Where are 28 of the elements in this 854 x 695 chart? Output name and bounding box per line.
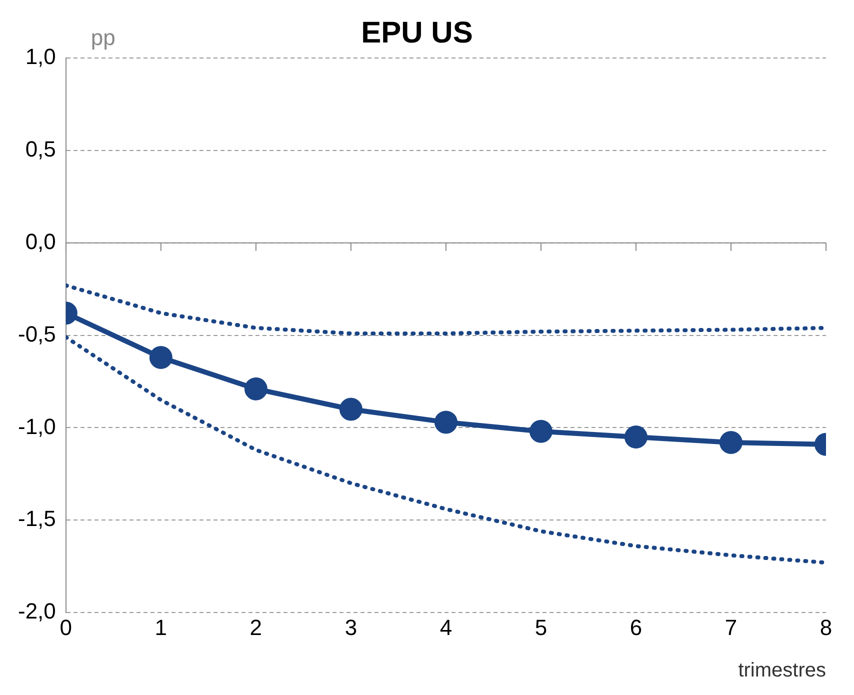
line-series <box>66 283 826 336</box>
x-tick-label: 2 <box>250 614 262 640</box>
y-tick-label: 0,5 <box>25 136 56 162</box>
x-tick-label: 8 <box>820 614 832 640</box>
chart-title: EPU US <box>361 16 473 50</box>
point <box>529 420 552 443</box>
y-tick-label: -1,5 <box>18 506 56 532</box>
x-tick-label: 5 <box>534 614 548 640</box>
x-axis-title: trimestres <box>738 660 826 682</box>
point <box>244 377 268 400</box>
y-tick-label: 0,0 <box>25 228 56 254</box>
point <box>339 398 362 421</box>
point <box>624 425 648 448</box>
x-tick-label: 0 <box>60 614 72 640</box>
y-tick-label: 1,0 <box>25 44 56 70</box>
point <box>434 410 458 434</box>
x-tick-label: 7 <box>724 614 738 640</box>
point <box>719 431 742 454</box>
x-tick-label: 1 <box>154 614 168 640</box>
y-tick-label: -0,5 <box>18 321 56 346</box>
y-axis-title: pp <box>90 25 116 50</box>
line-series <box>66 335 826 565</box>
x-tick-label: 6 <box>630 614 642 640</box>
point <box>149 346 172 369</box>
y-tick-label: -2,0 <box>18 598 56 624</box>
x-tick-label: 4 <box>440 614 452 640</box>
y-tick-label: -1,0 <box>18 414 56 439</box>
x-tick-label: 3 <box>344 614 358 640</box>
